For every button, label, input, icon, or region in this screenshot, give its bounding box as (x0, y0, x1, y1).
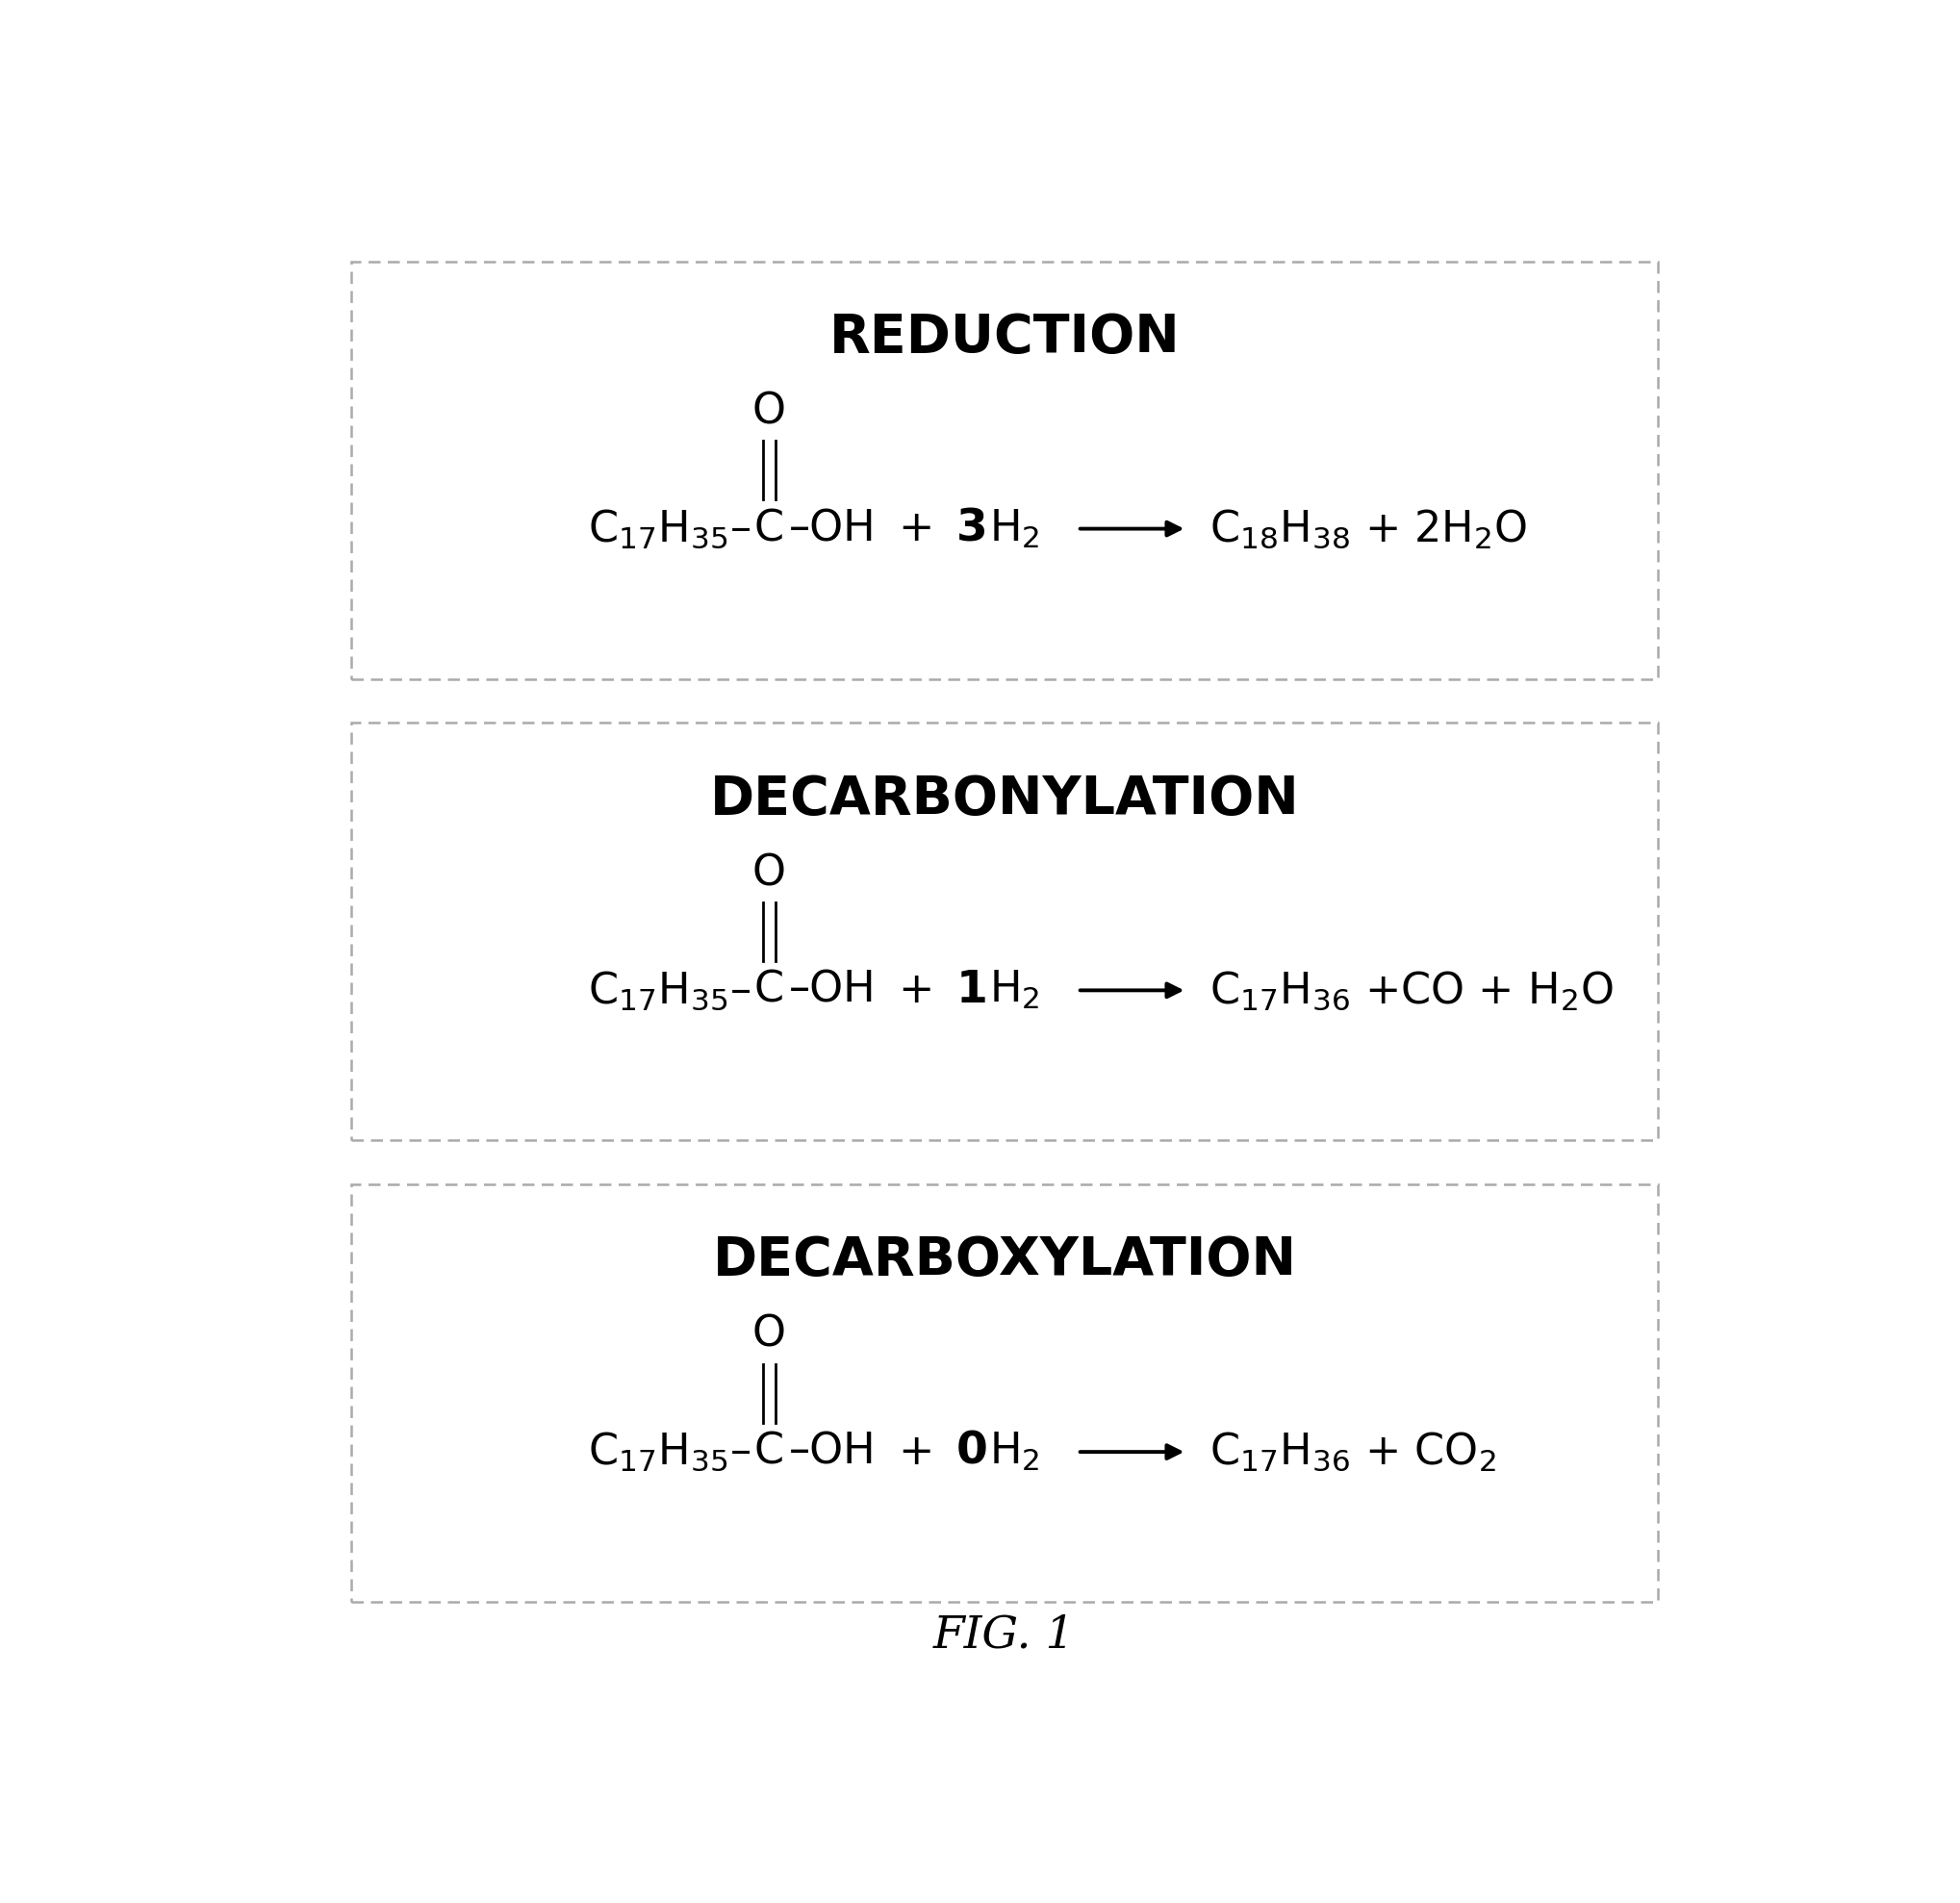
FancyBboxPatch shape (351, 1184, 1658, 1602)
Text: +: + (898, 971, 935, 1010)
Text: C$_{17}$H$_{35}$–: C$_{17}$H$_{35}$– (588, 969, 751, 1012)
Text: +: + (898, 1431, 935, 1473)
Text: –OH: –OH (788, 508, 876, 550)
Text: C$_{18}$H$_{38}$ + 2H$_{2}$O: C$_{18}$H$_{38}$ + 2H$_{2}$O (1209, 508, 1527, 550)
Text: C: C (755, 971, 784, 1010)
Text: C$_{17}$H$_{35}$–: C$_{17}$H$_{35}$– (588, 1431, 751, 1473)
Text: O: O (753, 1313, 786, 1355)
FancyBboxPatch shape (351, 261, 1658, 679)
Text: H$_{2}$: H$_{2}$ (990, 1431, 1041, 1473)
Text: FIG. 1: FIG. 1 (933, 1614, 1076, 1658)
Text: 0: 0 (956, 1431, 988, 1473)
Text: REDUCTION: REDUCTION (829, 312, 1180, 363)
Text: C$_{17}$H$_{35}$–: C$_{17}$H$_{35}$– (588, 508, 751, 550)
Text: C: C (755, 1431, 784, 1473)
Text: O: O (753, 853, 786, 894)
Text: +: + (898, 508, 935, 550)
Text: H$_{2}$: H$_{2}$ (990, 969, 1041, 1012)
Text: 1: 1 (956, 969, 988, 1012)
Text: DECARBONYLATION: DECARBONYLATION (710, 773, 1299, 826)
Text: –OH: –OH (788, 1431, 876, 1473)
Text: H$_{2}$: H$_{2}$ (990, 508, 1041, 550)
Text: –OH: –OH (788, 971, 876, 1010)
FancyBboxPatch shape (351, 723, 1658, 1140)
Text: 3: 3 (956, 506, 988, 550)
Text: O: O (753, 390, 786, 432)
Text: C: C (755, 508, 784, 550)
Text: C$_{17}$H$_{36}$ +CO + H$_{2}$O: C$_{17}$H$_{36}$ +CO + H$_{2}$O (1209, 969, 1613, 1012)
Text: C$_{17}$H$_{36}$ + CO$_{2}$: C$_{17}$H$_{36}$ + CO$_{2}$ (1209, 1431, 1495, 1473)
Text: DECARBOXYLATION: DECARBOXYLATION (713, 1235, 1296, 1286)
